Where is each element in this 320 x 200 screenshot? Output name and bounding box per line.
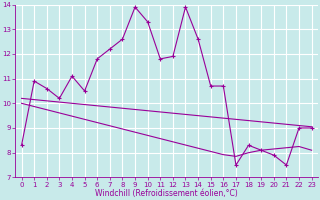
X-axis label: Windchill (Refroidissement éolien,°C): Windchill (Refroidissement éolien,°C) <box>95 189 238 198</box>
